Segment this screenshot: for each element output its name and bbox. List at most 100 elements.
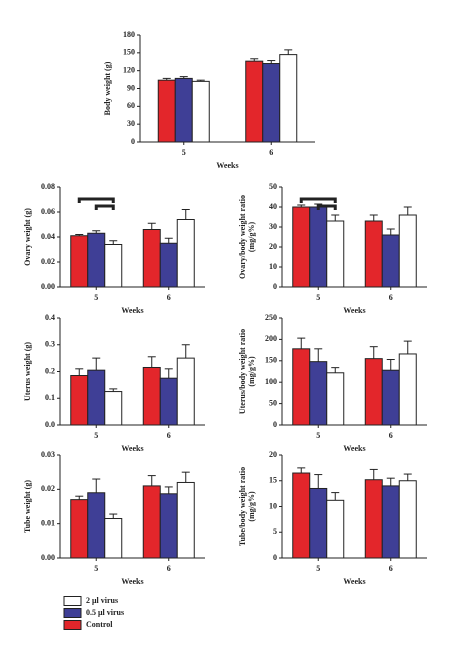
y-tick-label: 0 [273, 282, 277, 291]
x-tick-label: 5 [94, 431, 98, 440]
bar [398, 353, 417, 426]
bar [87, 369, 106, 426]
y-tick-label: 0 [131, 137, 135, 146]
bar [104, 244, 123, 288]
bar [309, 361, 328, 426]
x-axis-label: Weeks [121, 577, 143, 586]
bar [326, 372, 345, 426]
y-tick-label: 50 [269, 182, 277, 191]
y-tick-label: 0.03 [41, 450, 55, 459]
y-tick-label: 150 [265, 356, 277, 365]
y-tick-label: 0.1 [45, 393, 55, 402]
bar [279, 54, 298, 143]
bar [87, 232, 106, 288]
bar [381, 369, 400, 426]
y-tick-label: 5 [273, 527, 277, 536]
x-tick-label: 5 [182, 148, 186, 157]
y-tick-label: 0.08 [41, 182, 55, 191]
y-tick-label: 50 [269, 398, 277, 407]
significance-bracket [94, 204, 115, 210]
y-axis-label: Uterus/body weight ratio [238, 329, 247, 414]
x-axis-label: Weeks [216, 161, 238, 170]
significance-bracket [316, 204, 337, 210]
x-tick-label: 6 [167, 564, 171, 573]
bar [142, 366, 161, 426]
y-axis-label: (mg/g%) [247, 491, 256, 522]
y-tick-label: 0 [273, 420, 277, 429]
x-axis-label: Weeks [343, 444, 365, 453]
y-tick-label: 0.0 [45, 420, 55, 429]
significance-bracket [77, 197, 115, 203]
legend: 2 μl virus 0.5 μl virus Control [63, 596, 124, 630]
y-tick-label: 0.06 [41, 207, 55, 216]
y-tick-label: 20 [269, 242, 277, 251]
panel: 0.00 0.01 0.02 0.03 5 6 Weeks Tube weight (g) [23, 450, 205, 586]
x-axis-label: Weeks [343, 306, 365, 315]
y-tick-label: 120 [123, 65, 135, 74]
bar [176, 481, 195, 559]
bar [292, 206, 311, 288]
y-tick-label: 250 [265, 313, 277, 322]
y-tick-label: 30 [269, 222, 277, 231]
bar [309, 206, 328, 288]
x-tick-label: 5 [316, 564, 320, 573]
y-tick-label: 0.01 [41, 518, 55, 527]
bar [142, 229, 161, 288]
y-tick-label: 15 [269, 476, 277, 485]
x-tick-label: 5 [316, 431, 320, 440]
y-tick-label: 0.02 [41, 257, 55, 266]
y-axis-label: (mg/g%) [247, 356, 256, 387]
y-tick-label: 180 [123, 30, 135, 39]
x-tick-label: 5 [94, 293, 98, 302]
legend-label: 0.5 μl virus [86, 608, 124, 617]
significance-bracket [299, 197, 337, 203]
bar [159, 377, 178, 426]
legend-label: 2 μl virus [86, 596, 118, 605]
bar [292, 348, 311, 426]
y-axis-label: Ovary weight (g) [23, 208, 32, 266]
panel: 0 10 20 30 40 50 5 6 Weeks Ovary/body weight rati… [238, 182, 427, 315]
y-tick-label: 20 [269, 450, 277, 459]
y-tick-label: 0.02 [41, 484, 55, 493]
x-tick-label: 6 [167, 293, 171, 302]
bar [70, 235, 89, 288]
y-tick-label: 0.2 [45, 366, 55, 375]
y-tick-label: 0 [273, 553, 277, 562]
x-axis-label: Weeks [121, 444, 143, 453]
y-tick-label: 40 [269, 202, 277, 211]
y-tick-label: 0.4 [45, 313, 55, 322]
bar [398, 214, 417, 288]
bar [262, 63, 281, 143]
bar [104, 391, 123, 426]
x-tick-label: 5 [94, 564, 98, 573]
y-tick-label: 0.00 [41, 282, 55, 291]
bar [176, 357, 195, 426]
y-tick-label: 0.00 [41, 553, 55, 562]
y-tick-label: 30 [127, 119, 135, 128]
y-tick-label: 10 [269, 262, 277, 271]
y-axis-label: Uterus weight (g) [23, 342, 32, 401]
y-tick-label: 0.3 [45, 340, 55, 349]
y-tick-label: 90 [127, 83, 135, 92]
bar [245, 60, 264, 143]
bar [159, 493, 178, 559]
bar [104, 518, 123, 559]
bar [364, 479, 383, 559]
y-axis-label: Body weight (g) [103, 61, 112, 115]
x-tick-label: 6 [389, 431, 393, 440]
x-tick-label: 6 [389, 293, 393, 302]
y-axis-label: Ovary/body weight ratio [238, 195, 247, 279]
bar [70, 375, 89, 426]
y-axis-label: Tube weight (g) [23, 480, 32, 533]
panel: 0 50 100 150 200 250 5 6 Weeks Uterus/body weight… [238, 313, 427, 453]
legend-swatch [63, 608, 82, 618]
panel: 0 5 10 15 20 5 6 Weeks Tube/body weight ratio (mg… [238, 450, 427, 586]
bar [87, 492, 106, 559]
bar [142, 485, 161, 559]
y-tick-label: 0.04 [41, 232, 55, 241]
bar [326, 220, 345, 288]
x-tick-label: 6 [167, 431, 171, 440]
bar [381, 234, 400, 288]
x-tick-label: 6 [269, 148, 273, 157]
